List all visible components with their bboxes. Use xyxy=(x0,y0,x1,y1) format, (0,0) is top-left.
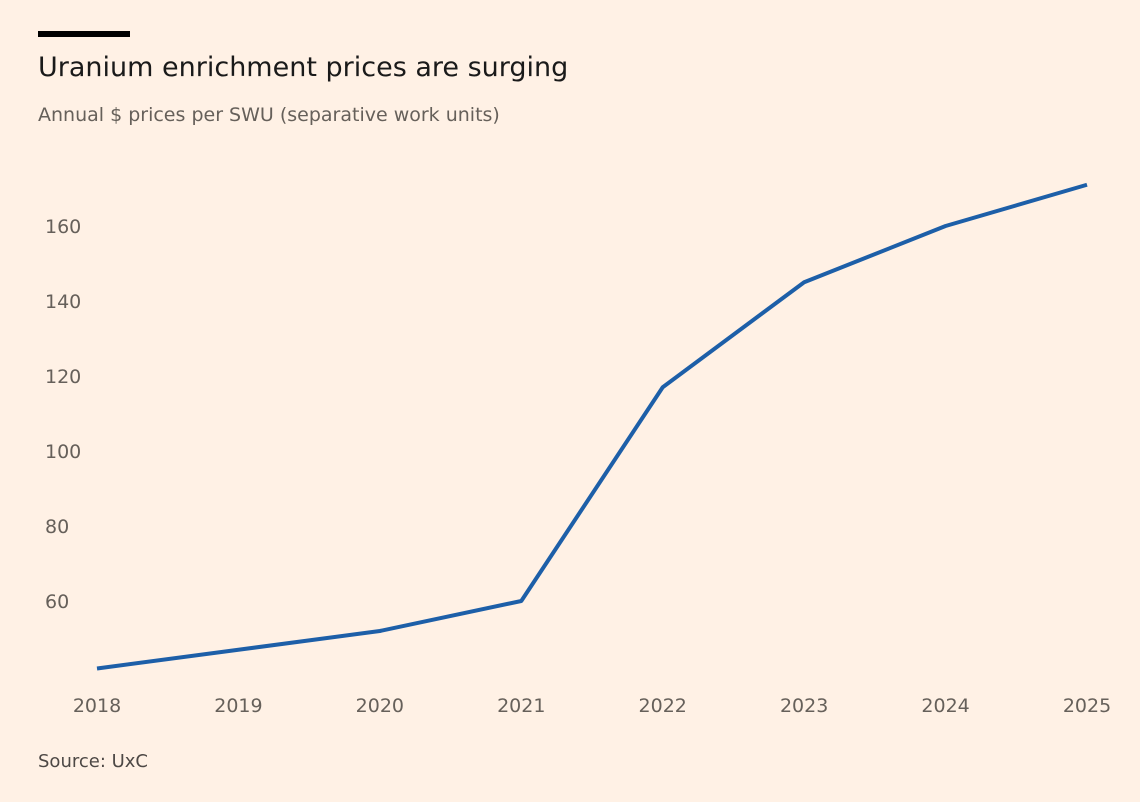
chart-title: Uranium enrichment prices are surging xyxy=(38,52,569,83)
y-tick-label: 120 xyxy=(45,366,81,388)
x-tick-label: 2024 xyxy=(921,695,969,717)
y-tick-label: 140 xyxy=(45,291,81,313)
x-tick-label: 2025 xyxy=(1063,695,1111,717)
x-tick-label: 2018 xyxy=(73,695,121,717)
x-tick-label: 2021 xyxy=(497,695,545,717)
title-accent-bar xyxy=(38,31,130,37)
y-tick-label: 60 xyxy=(45,591,69,613)
x-tick-label: 2023 xyxy=(780,695,828,717)
x-tick-label: 2020 xyxy=(356,695,404,717)
chart-subtitle: Annual $ prices per SWU (separative work… xyxy=(38,104,500,126)
series-line xyxy=(96,182,1088,671)
x-tick-label: 2022 xyxy=(639,695,687,717)
x-tick-label: 2019 xyxy=(214,695,262,717)
y-tick-label: 100 xyxy=(45,441,81,463)
y-tick-label: 160 xyxy=(45,216,81,238)
chart-source: Source: UxC xyxy=(38,751,149,772)
y-tick-label: 80 xyxy=(45,516,69,538)
